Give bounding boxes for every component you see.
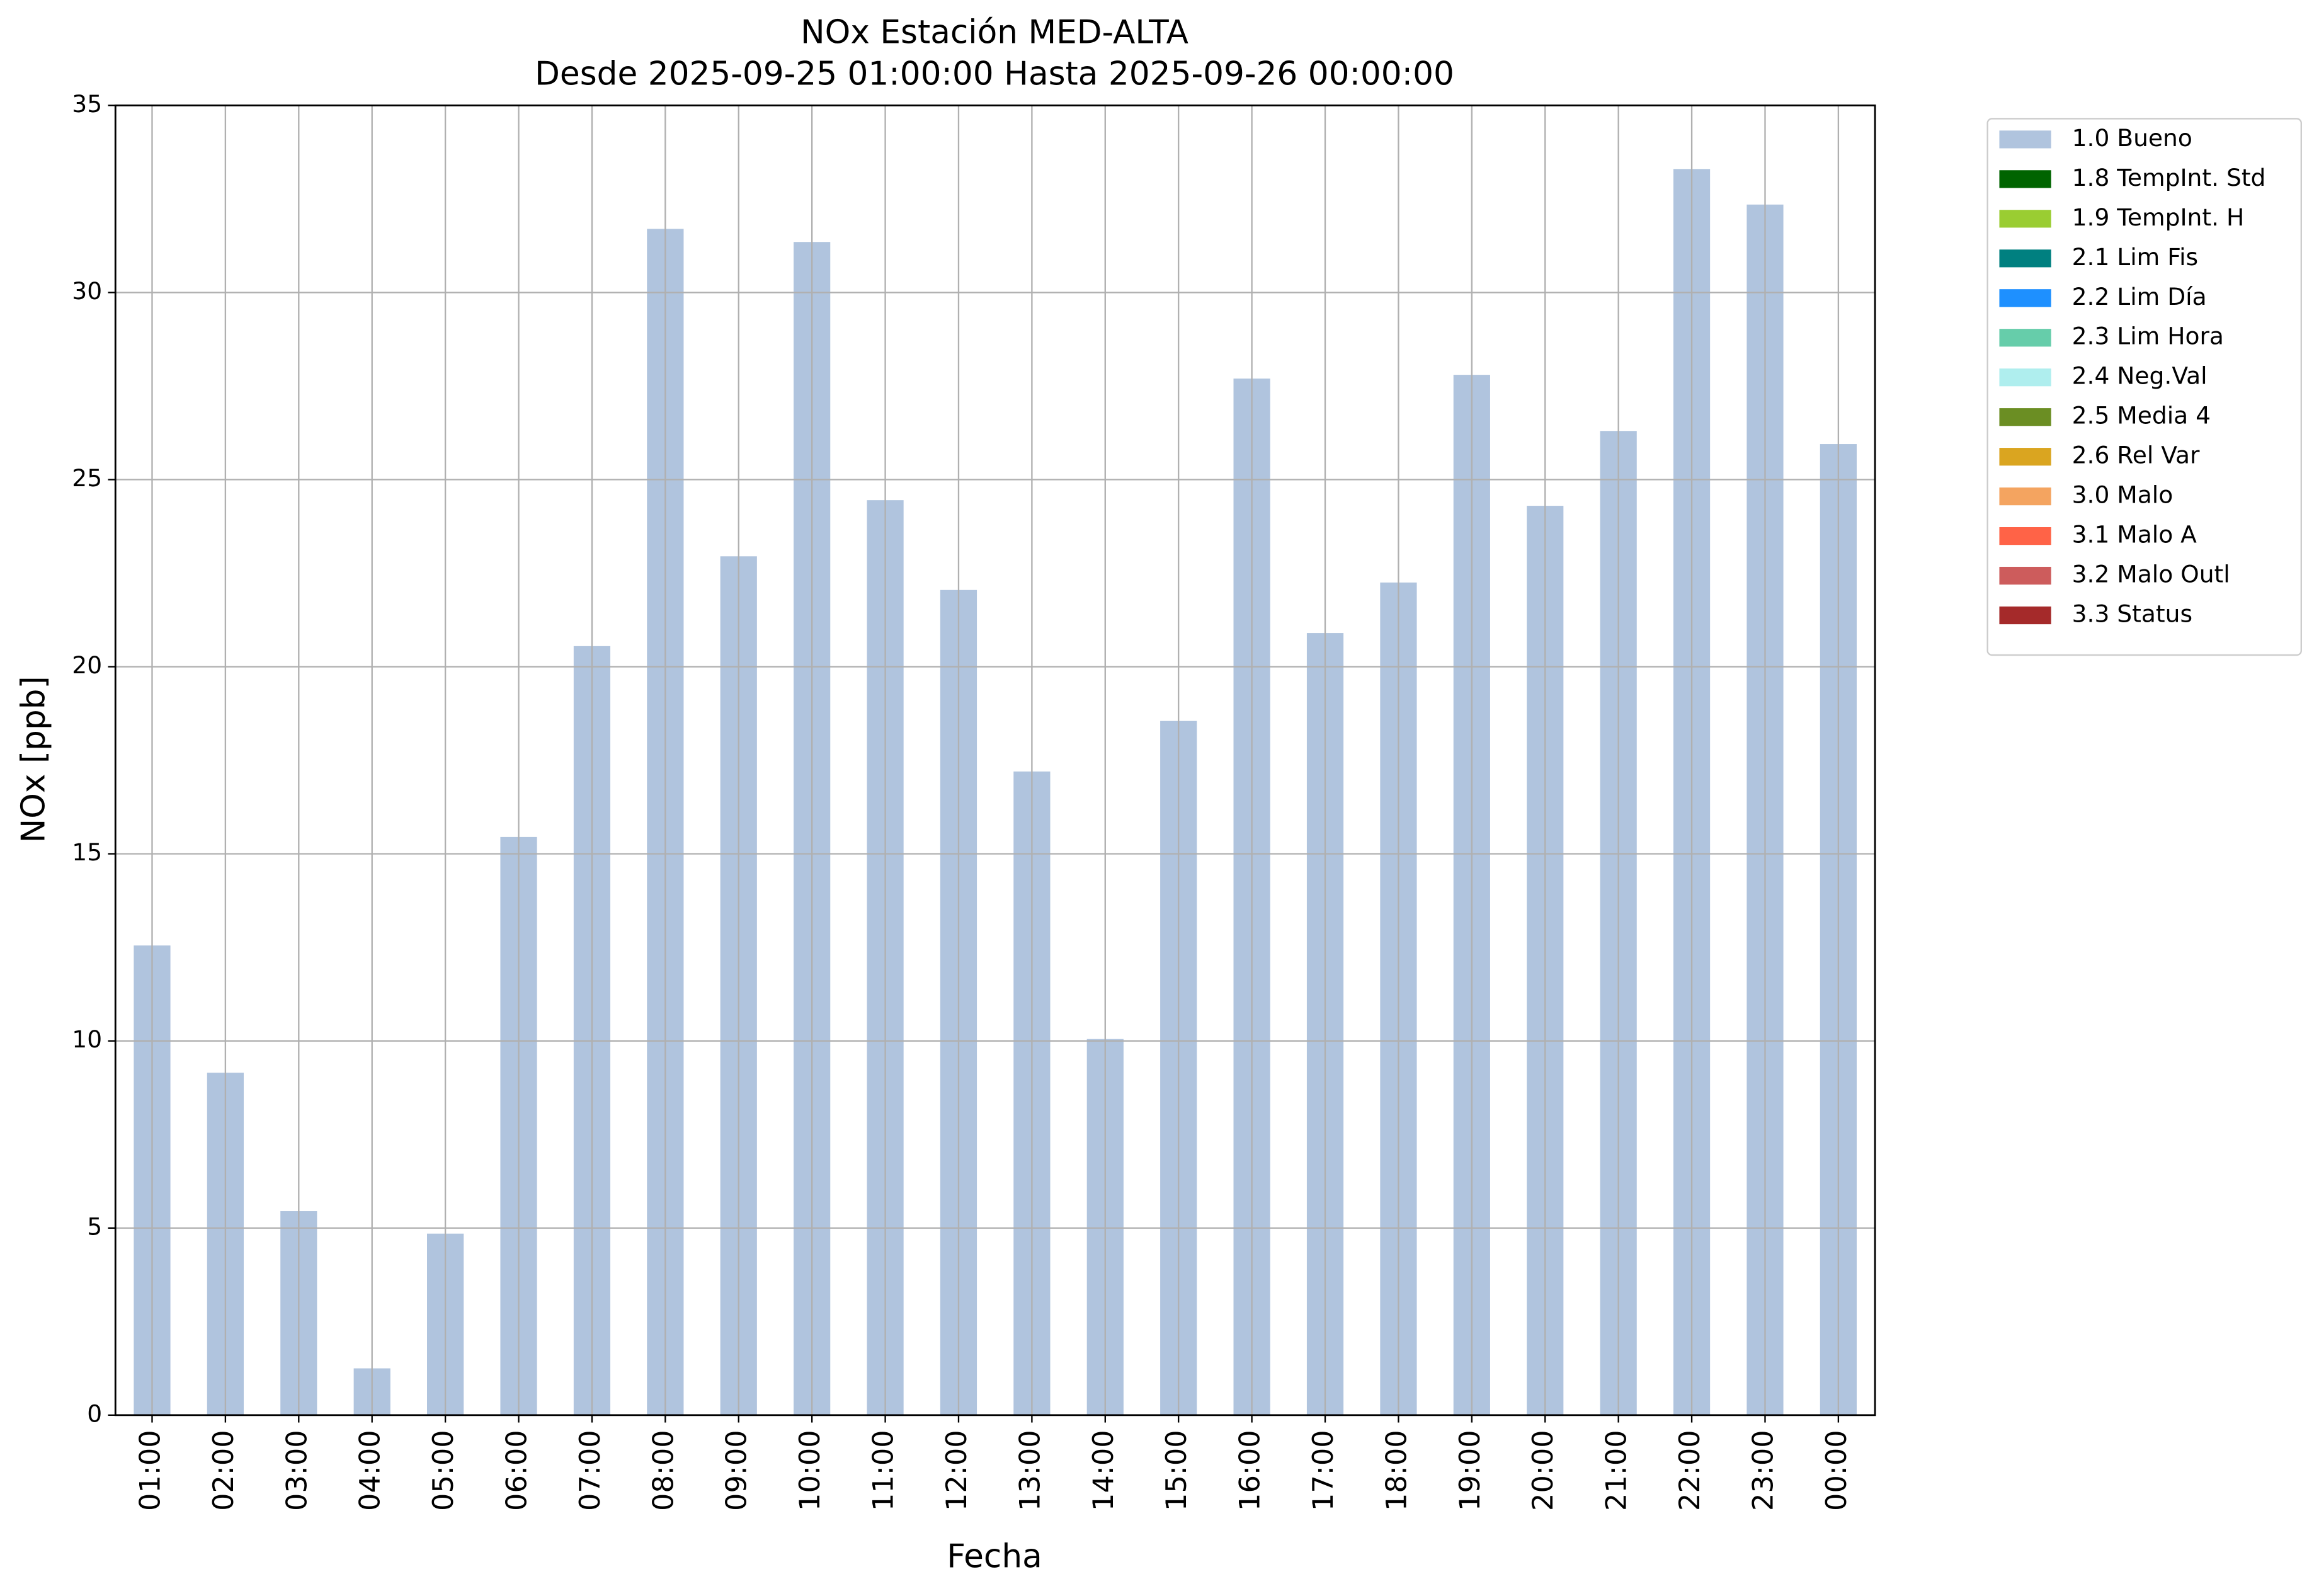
legend-label: 2.1 Lim Fis bbox=[2072, 243, 2199, 271]
legend-swatch bbox=[1999, 408, 2051, 426]
x-tick-label: 16:00 bbox=[1234, 1430, 1267, 1511]
legend-swatch bbox=[1999, 289, 2051, 307]
legend-label: 2.5 Media 4 bbox=[2072, 402, 2211, 430]
x-tick-label: 07:00 bbox=[574, 1430, 607, 1511]
y-tick-label: 15 bbox=[72, 838, 102, 866]
legend-label: 3.1 Malo A bbox=[2072, 521, 2197, 549]
legend-swatch bbox=[1999, 130, 2051, 149]
legend-swatch bbox=[1999, 527, 2051, 545]
x-tick-label: 18:00 bbox=[1380, 1430, 1413, 1511]
x-tick-label: 14:00 bbox=[1087, 1430, 1120, 1511]
x-axis-label: Fecha bbox=[947, 1538, 1042, 1576]
y-tick-label: 20 bbox=[72, 651, 102, 679]
x-tick-label: 00:00 bbox=[1820, 1430, 1853, 1511]
legend-swatch bbox=[1999, 170, 2051, 188]
x-tick-label: 12:00 bbox=[940, 1430, 973, 1511]
legend-label: 2.4 Neg.Val bbox=[2072, 362, 2208, 390]
y-tick-label: 35 bbox=[72, 90, 102, 118]
legend-label: 3.0 Malo bbox=[2072, 481, 2174, 509]
plot-frame bbox=[114, 104, 1876, 1416]
y-tick-label: 0 bbox=[87, 1399, 102, 1427]
legend-label: 3.2 Malo Outl bbox=[2072, 561, 2230, 588]
x-tick-label: 04:00 bbox=[354, 1430, 387, 1511]
x-tick-label: 23:00 bbox=[1746, 1430, 1779, 1511]
x-tick-label: 19:00 bbox=[1454, 1430, 1486, 1511]
legend-label: 1.8 TempInt. Std bbox=[2072, 164, 2266, 191]
legend-swatch bbox=[1999, 368, 2051, 387]
legend-swatch bbox=[1999, 606, 2051, 625]
legend: 1.0 Bueno 1.8 TempInt. Std 1.9 TempInt. H 2… bbox=[1986, 118, 2302, 656]
x-tick-label: 09:00 bbox=[721, 1430, 753, 1511]
legend-label: 2.2 Lim Día bbox=[2072, 283, 2207, 311]
legend-swatch bbox=[1999, 210, 2051, 228]
x-tick-label: 17:00 bbox=[1307, 1430, 1340, 1511]
x-tick-label: 11:00 bbox=[867, 1430, 900, 1511]
x-tick-label: 22:00 bbox=[1673, 1430, 1706, 1511]
legend-label: 2.3 Lim Hora bbox=[2072, 322, 2224, 350]
x-tick-label: 10:00 bbox=[794, 1430, 826, 1511]
legend-frame bbox=[1986, 118, 2302, 656]
legend-swatch bbox=[1999, 249, 2051, 268]
x-tick-label: 15:00 bbox=[1160, 1430, 1193, 1511]
y-tick-label: 5 bbox=[87, 1212, 102, 1240]
x-tick-label: 08:00 bbox=[647, 1430, 680, 1511]
x-tick-label: 03:00 bbox=[280, 1430, 313, 1511]
y-tick-label: 30 bbox=[72, 277, 102, 305]
legend-swatch bbox=[1999, 487, 2051, 506]
x-tick-label: 06:00 bbox=[501, 1430, 533, 1511]
x-tick-label: 01:00 bbox=[134, 1430, 166, 1511]
x-tick-label: 21:00 bbox=[1600, 1430, 1633, 1511]
y-axis-label: NOx [ppb] bbox=[14, 676, 52, 843]
x-tick-label: 20:00 bbox=[1527, 1430, 1559, 1511]
legend-label: 2.6 Rel Var bbox=[2072, 442, 2200, 469]
legend-label: 3.3 Status bbox=[2072, 600, 2192, 628]
legend-swatch bbox=[1999, 566, 2051, 585]
x-tick-label: 13:00 bbox=[1013, 1430, 1046, 1511]
y-tick-label: 25 bbox=[72, 464, 102, 492]
legend-swatch bbox=[1999, 329, 2051, 347]
x-tick-label: 02:00 bbox=[207, 1430, 240, 1511]
x-tick-label: 05:00 bbox=[427, 1430, 460, 1511]
legend-label: 1.9 TempInt. H bbox=[2072, 203, 2245, 231]
legend-swatch bbox=[1999, 448, 2051, 466]
y-tick-label: 10 bbox=[72, 1025, 102, 1053]
legend-label: 1.0 Bueno bbox=[2072, 124, 2192, 152]
chart-subtitle: Desde 2025-09-25 01:00:00 Hasta 2025-09-… bbox=[535, 55, 1454, 93]
chart-title: NOx Estación MED-ALTA bbox=[801, 14, 1188, 52]
